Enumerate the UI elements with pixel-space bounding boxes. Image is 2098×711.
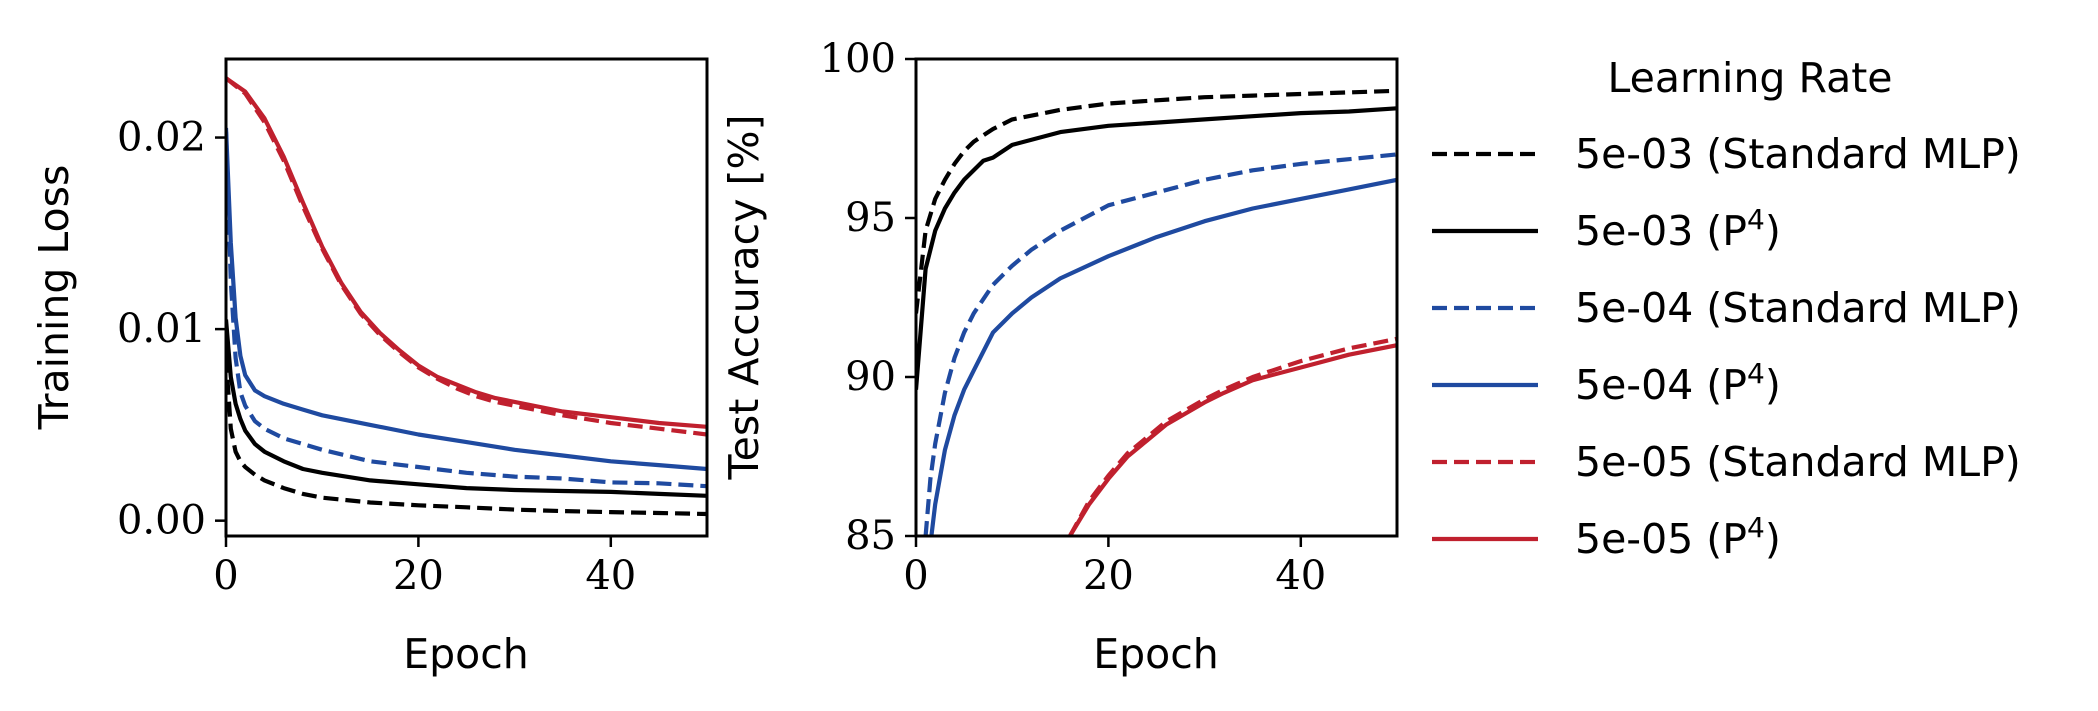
- test-accuracy-series-line-3: [923, 152, 1397, 536]
- legend-label-suffix: ): [1765, 207, 1781, 255]
- test-accuracy-series-line-4: [929, 177, 1397, 536]
- training-loss-y-tick-label: 0.00: [117, 498, 206, 544]
- legend-title: Learning Rate: [1607, 54, 1892, 102]
- legend-entries: 5e-03 (Standard MLP) 5e-03 (P4) 5e-04 (Sta…: [1432, 130, 2021, 563]
- training-loss-axes-frame: [224, 57, 709, 538]
- test-accuracy-series-line-1: [916, 88, 1397, 314]
- training-loss-x-axis-title: Epoch: [403, 630, 529, 678]
- legend-superscript: 4: [1747, 203, 1765, 236]
- training-loss-panel: 0 20 40 0.00 0.01 0.02 Epoch Training Loss: [30, 57, 709, 678]
- test-accuracy-series-line-6: [1068, 343, 1397, 536]
- training-loss-y-axis-title: Training Loss: [30, 165, 78, 431]
- test-accuracy-panel: 0 20 40 85 90 95 100 Epoch Test Accuracy [%]: [720, 36, 1399, 678]
- test-accuracy-series-line-5: [1068, 336, 1397, 536]
- training-loss-series-line-5: [226, 76, 707, 437]
- legend-label-suffix: ): [1765, 515, 1781, 563]
- training-loss-series-line-1: [226, 357, 707, 517]
- legend-label-3: 5e-04 (Standard MLP): [1575, 284, 2021, 332]
- test-accuracy-x-tick-label: 0: [903, 553, 928, 599]
- test-accuracy-y-tick-label: 100: [820, 36, 896, 82]
- legend: Learning Rate 5e-03 (Standard MLP)5e-03 …: [1432, 54, 2021, 563]
- test-accuracy-x-tick-label: 40: [1275, 553, 1326, 599]
- legend-label-1: 5e-03 (Standard MLP): [1575, 130, 2021, 178]
- legend-label-6: 5e-05 (P4): [1575, 511, 1781, 563]
- training-loss-x-tick-label: 40: [585, 553, 636, 599]
- test-accuracy-x-axis-title: Epoch: [1093, 630, 1219, 678]
- test-accuracy-y-tick-label: 90: [845, 354, 896, 400]
- test-accuracy-y-axis-title: Test Accuracy [%]: [720, 115, 768, 481]
- legend-label-4: 5e-04 (P4): [1575, 357, 1781, 409]
- training-loss-y-tick-label: 0.02: [117, 115, 206, 161]
- legend-superscript: 4: [1747, 357, 1765, 390]
- training-loss-series-line-2: [226, 319, 707, 498]
- legend-label-2: 5e-03 (P4): [1575, 203, 1781, 255]
- test-accuracy-axes-frame: [914, 57, 1399, 538]
- training-loss-y-tick-label: 0.01: [117, 306, 206, 352]
- training-loss-x-tick-label: 0: [213, 553, 238, 599]
- legend-label-suffix: ): [1765, 361, 1781, 409]
- legend-superscript: 4: [1747, 511, 1765, 544]
- test-accuracy-x-tick-label: 20: [1083, 553, 1134, 599]
- training-loss-series-line-3: [226, 131, 707, 489]
- test-accuracy-ticks: 0 20 40 85 90 95 100: [820, 36, 1327, 599]
- training-loss-series-line-6: [226, 76, 707, 429]
- test-accuracy-series-line-2: [916, 106, 1397, 390]
- test-accuracy-y-tick-label: 85: [845, 513, 896, 559]
- legend-label-5: 5e-05 (Standard MLP): [1575, 438, 2021, 486]
- test-accuracy-series-group: [916, 88, 1397, 536]
- training-loss-series-line-4: [226, 127, 707, 472]
- training-loss-ticks: 0 20 40 0.00 0.01 0.02: [117, 115, 636, 599]
- test-accuracy-y-tick-label: 95: [845, 195, 896, 241]
- training-loss-series-group: [226, 76, 707, 517]
- training-loss-x-tick-label: 20: [393, 553, 444, 599]
